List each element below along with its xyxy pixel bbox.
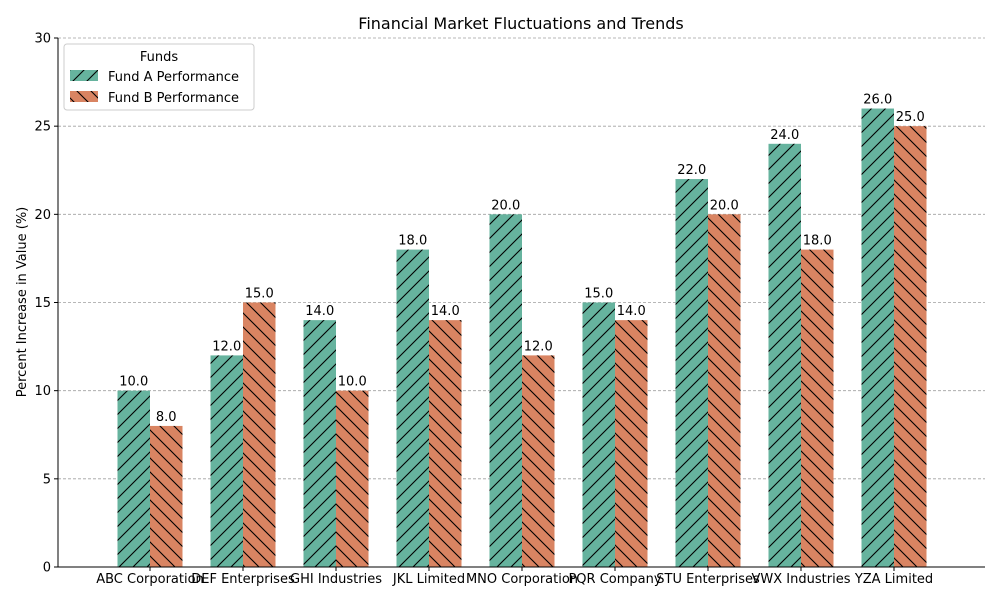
data-label: 24.0: [770, 128, 799, 143]
data-label: 14.0: [431, 304, 460, 319]
y-axis-label: Percent Increase in Value (%): [15, 207, 30, 398]
x-tick-label: DEF Enterprises: [191, 572, 295, 587]
data-label: 18.0: [803, 234, 832, 249]
y-tick-label: 10: [34, 384, 51, 399]
data-label: 20.0: [491, 198, 520, 213]
bar-hatch: [522, 355, 555, 567]
bar-hatch: [675, 179, 708, 568]
data-label: 14.0: [617, 304, 646, 319]
bar-hatch: [396, 249, 429, 567]
bar-hatch: [768, 143, 801, 568]
chart-title: Financial Market Fluctuations and Trends: [358, 14, 683, 33]
data-label: 26.0: [863, 93, 892, 108]
x-tick-label: JKL Limited: [392, 572, 465, 587]
x-tick-label: STU Enterprises: [656, 572, 760, 587]
bar-hatch: [117, 390, 150, 567]
bar-hatch: [582, 302, 615, 567]
x-tick-label: YZA Limited: [854, 572, 933, 587]
data-label: 18.0: [398, 234, 427, 249]
bar-hatch: [801, 249, 834, 567]
data-label: 12.0: [524, 339, 553, 354]
legend-label-fund-b: Fund B Performance: [108, 91, 239, 106]
y-tick-label: 20: [34, 208, 51, 223]
bar-hatch: [336, 390, 369, 567]
bar-hatch: [243, 302, 276, 567]
data-label: 15.0: [245, 287, 274, 302]
data-label: 12.0: [212, 339, 241, 354]
data-label: 22.0: [677, 163, 706, 178]
data-labels: 10.0 12.0 14.0 18.0 20.0 15.0 22.0 24.0 26.0 8.0 1…: [119, 93, 924, 425]
legend-hatch-fund-b: [70, 91, 98, 102]
bar-hatch: [708, 214, 741, 568]
bar-hatch: [894, 126, 927, 568]
bar-hatch: [489, 214, 522, 568]
data-label: 10.0: [119, 375, 148, 390]
data-label: 15.0: [584, 287, 613, 302]
legend-title: Funds: [140, 50, 178, 65]
y-tick-label: 5: [43, 472, 51, 487]
data-label: 25.0: [896, 110, 925, 125]
bar-hatch: [615, 320, 648, 567]
legend-hatch-fund-a: [70, 70, 98, 81]
legend-box: [63, 43, 255, 111]
x-tick-label: VWX Industries: [752, 572, 851, 587]
data-label: 14.0: [305, 304, 334, 319]
y-tick-label: 25: [34, 120, 51, 135]
bar-hatch: [210, 355, 243, 567]
y-tick-label: 15: [34, 296, 51, 311]
data-label: 20.0: [710, 198, 739, 213]
bars: [117, 108, 927, 568]
bar-hatch: [861, 108, 894, 568]
x-tick-label: MNO Corporation: [466, 572, 578, 587]
x-tick-label: PQR Company: [568, 572, 661, 587]
bar-hatch: [150, 425, 183, 567]
legend-label-fund-a: Fund A Performance: [108, 70, 239, 85]
y-tick-label: 0: [43, 561, 51, 576]
bar-hatch: [303, 320, 336, 567]
data-label: 10.0: [338, 375, 367, 390]
bar-hatch: [429, 320, 462, 567]
y-tick-label: 30: [34, 32, 51, 47]
x-tick-label: GHI Industries: [290, 572, 382, 587]
data-label: 8.0: [156, 410, 177, 425]
legend: Funds Fund A Performance Fund B Performa…: [63, 43, 255, 111]
x-tick-label: ABC Corporation: [96, 572, 204, 587]
